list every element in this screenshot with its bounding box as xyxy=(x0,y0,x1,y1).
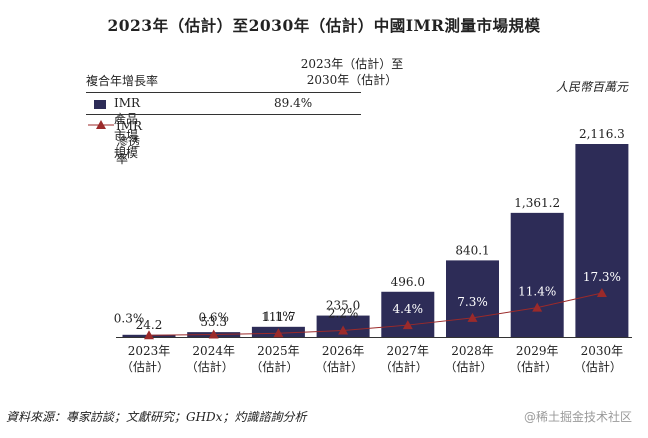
penetration-label: 2.2% xyxy=(328,307,359,321)
bar-value-label: 111.7 xyxy=(261,310,295,324)
bar-value-label: 840.1 xyxy=(455,243,489,257)
cagr-label: 複合年增長率 xyxy=(86,74,159,88)
penetration-marker xyxy=(338,325,349,335)
bar-value-label: 235.0 xyxy=(326,299,360,313)
x-tick-label: 2027年 xyxy=(387,344,430,358)
bar xyxy=(446,260,499,337)
penetration-label: 17.3% xyxy=(583,270,621,284)
x-tick-label: （估計） xyxy=(121,359,169,374)
chart-title: 2023年（估計）至2030年（估計）中國IMR測量市場規模 xyxy=(107,16,541,35)
x-tick-label: （估計） xyxy=(250,359,298,374)
line-legend-marker xyxy=(88,120,114,129)
penetration-label: 4.4% xyxy=(393,302,424,316)
x-tick-label: （估計） xyxy=(315,359,363,374)
legend-divider xyxy=(86,114,361,115)
source-note: 資料來源：專家訪談；文獻研究；GHDx；灼識諮詢分析 xyxy=(6,410,307,424)
bar-legend-cagr: 89.4% xyxy=(274,96,313,110)
penetration-marker xyxy=(467,312,478,322)
bar-value-label: 2,116.3 xyxy=(579,127,625,141)
x-tick-label: 2024年 xyxy=(192,344,235,358)
bar-legend-swatch xyxy=(94,100,106,109)
line-legend-label: IMR滲透率 xyxy=(116,119,143,166)
bar-legend-label: IMR產品市場規模 xyxy=(114,96,141,160)
penetration-label: 1.1% xyxy=(263,309,294,323)
penetration-marker xyxy=(208,329,219,339)
x-tick-label: 2029年 xyxy=(516,344,559,358)
watermark: @稀土掘金技术社区 xyxy=(523,410,632,424)
cagr-period-line-1: 2023年（估計）至 xyxy=(300,57,404,71)
x-tick-label: （估計） xyxy=(380,359,428,374)
x-tick-label: （估計） xyxy=(509,359,557,374)
penetration-label: 0.3% xyxy=(114,311,145,325)
penetration-marker xyxy=(273,328,284,338)
bar xyxy=(575,144,629,337)
x-tick-label: 2023年 xyxy=(128,344,171,358)
x-tick-label: （估計） xyxy=(574,359,622,374)
x-tick-label: 2028年 xyxy=(451,344,494,358)
bar-value-label: 53.3 xyxy=(200,315,227,329)
cagr-period-header: 2023年（估計）至 2030年（估計） xyxy=(272,56,432,88)
penetration-marker xyxy=(402,320,413,330)
penetration-label: 7.3% xyxy=(457,295,488,309)
bar-value-label: 496.0 xyxy=(391,275,425,289)
penetration-line xyxy=(148,292,603,336)
penetration-marker xyxy=(144,330,154,340)
bar-value-label: 24.2 xyxy=(136,318,163,332)
penetration-label: 11.4% xyxy=(518,285,556,299)
x-tick-label: 2030年 xyxy=(581,344,624,358)
penetration-label: 0.6% xyxy=(198,311,229,325)
penetration-marker xyxy=(596,288,607,297)
x-tick-label: 2026年 xyxy=(322,344,365,358)
bar-value-label: 1,361.2 xyxy=(514,196,560,210)
cagr-period-line-2: 2030年（估計） xyxy=(306,73,398,87)
penetration-marker xyxy=(532,302,543,312)
legend-divider xyxy=(86,92,361,93)
bar xyxy=(381,291,435,337)
x-tick-label: （估計） xyxy=(186,359,234,374)
unit-label: 人民幣百萬元 xyxy=(555,80,628,94)
bar xyxy=(510,212,564,337)
x-tick-label: 2025年 xyxy=(257,344,300,358)
x-tick-label: （估計） xyxy=(444,359,492,374)
